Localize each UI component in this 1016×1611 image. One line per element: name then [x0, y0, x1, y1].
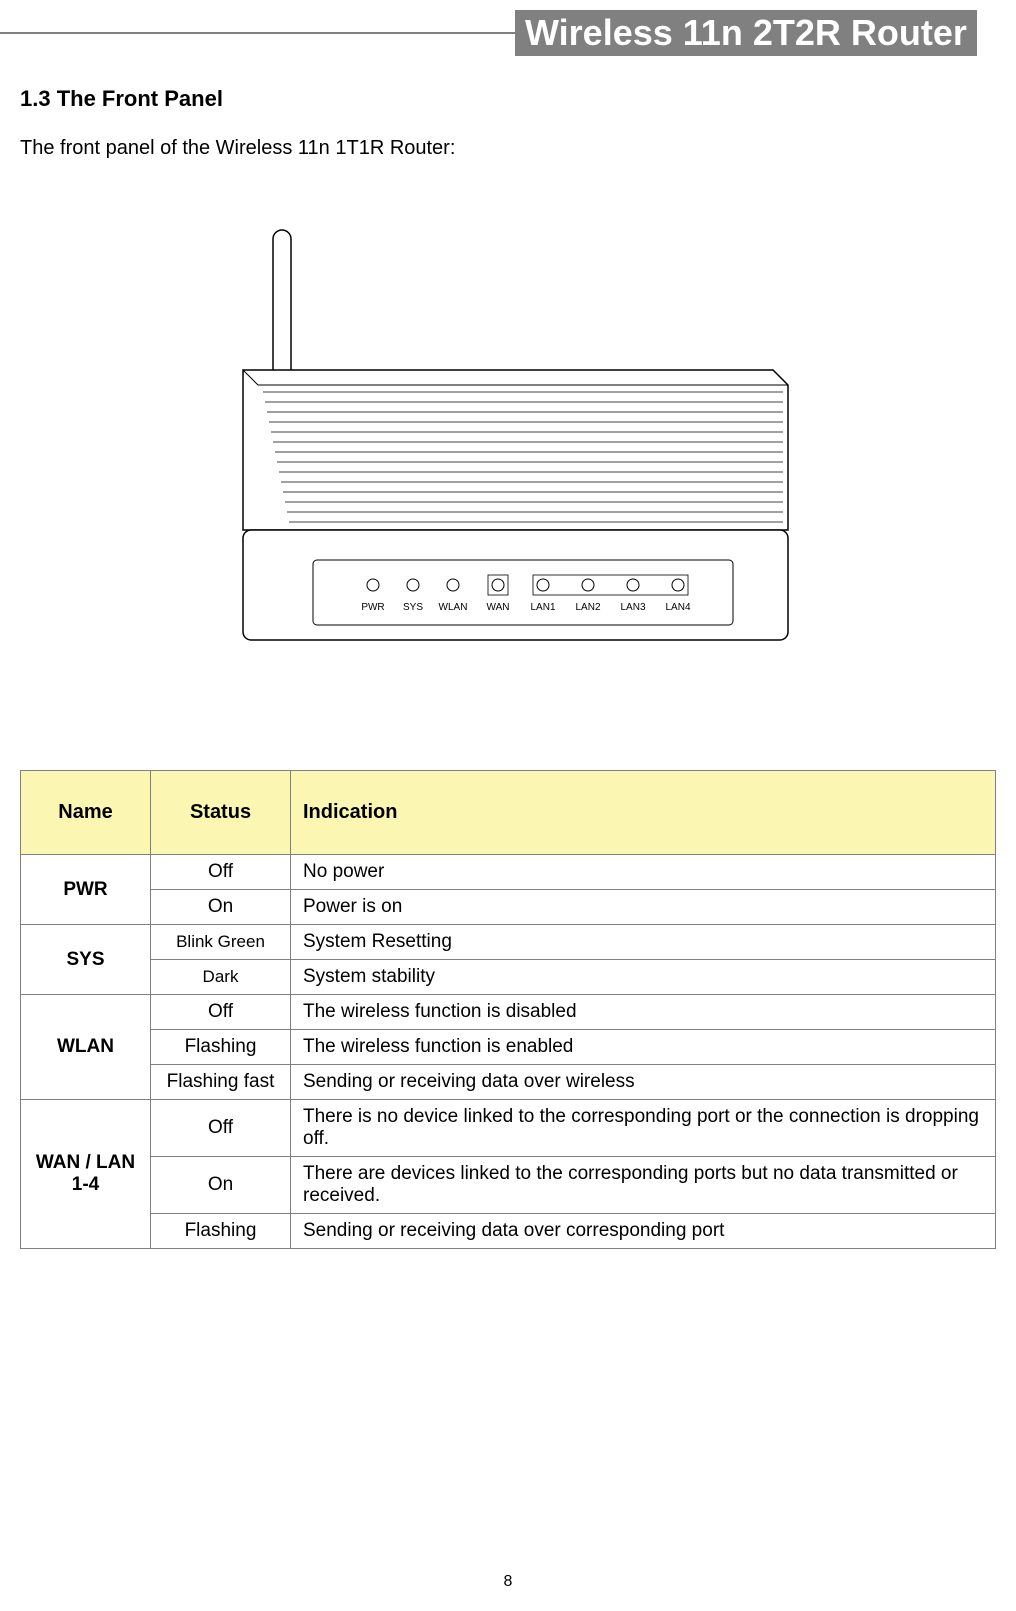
indication-cell: Sending or receiving data over correspon…	[291, 1214, 996, 1249]
status-cell: Off	[151, 855, 291, 890]
table-row: SYS Blink Green System Resetting	[21, 925, 996, 960]
header-title: Wireless 11n 2T2R Router	[515, 10, 977, 56]
table-row: WAN / LAN 1-4 Off There is no device lin…	[21, 1100, 996, 1157]
led-indicator-table: Name Status Indication PWR Off No power …	[20, 770, 996, 1249]
indication-cell: System stability	[291, 960, 996, 995]
indication-cell: System Resetting	[291, 925, 996, 960]
page-content: 1.3 The Front Panel The front panel of t…	[0, 86, 1016, 1249]
header-line-left	[0, 32, 515, 34]
led-label-lan2: LAN2	[575, 602, 600, 613]
col-header-name: Name	[21, 771, 151, 855]
table-row: Dark System stability	[21, 960, 996, 995]
indication-cell: There are devices linked to the correspo…	[291, 1157, 996, 1214]
indication-cell: Sending or receiving data over wireless	[291, 1065, 996, 1100]
router-diagram-svg: PWR SYS WLAN WAN LAN1 LAN2 LAN3 LAN4	[213, 220, 803, 680]
status-cell: Off	[151, 1100, 291, 1157]
table-row: On Power is on	[21, 890, 996, 925]
name-cell-sys: SYS	[21, 925, 151, 995]
led-label-lan4: LAN4	[665, 602, 690, 613]
page-number: 8	[0, 1573, 1016, 1591]
page-header: Wireless 11n 2T2R Router	[0, 10, 1016, 56]
section-heading: 1.3 The Front Panel	[20, 86, 996, 112]
indication-cell: The wireless function is enabled	[291, 1030, 996, 1065]
col-header-indication: Indication	[291, 771, 996, 855]
indication-cell: Power is on	[291, 890, 996, 925]
indication-cell: The wireless function is disabled	[291, 995, 996, 1030]
led-label-pwr: PWR	[361, 602, 384, 613]
indication-cell: No power	[291, 855, 996, 890]
table-row: Flashing The wireless function is enable…	[21, 1030, 996, 1065]
status-cell: Off	[151, 995, 291, 1030]
status-cell: Blink Green	[151, 925, 291, 960]
indication-cell: There is no device linked to the corresp…	[291, 1100, 996, 1157]
status-cell: Flashing fast	[151, 1065, 291, 1100]
status-cell: On	[151, 1157, 291, 1214]
status-cell: On	[151, 890, 291, 925]
status-cell: Dark	[151, 960, 291, 995]
led-label-wan: WAN	[487, 602, 510, 613]
led-label-wlan: WLAN	[439, 602, 468, 613]
table-row: WLAN Off The wireless function is disabl…	[21, 995, 996, 1030]
router-front-panel-figure: PWR SYS WLAN WAN LAN1 LAN2 LAN3 LAN4	[20, 220, 996, 680]
led-label-lan3: LAN3	[620, 602, 645, 613]
status-cell: Flashing	[151, 1214, 291, 1249]
table-row: PWR Off No power	[21, 855, 996, 890]
table-row: Flashing fast Sending or receiving data …	[21, 1065, 996, 1100]
name-cell-wlan: WLAN	[21, 995, 151, 1100]
led-label-lan1: LAN1	[530, 602, 555, 613]
name-cell-wan-lan: WAN / LAN 1-4	[21, 1100, 151, 1249]
table-row: Flashing Sending or receiving data over …	[21, 1214, 996, 1249]
table-header-row: Name Status Indication	[21, 771, 996, 855]
intro-text: The front panel of the Wireless 11n 1T1R…	[20, 137, 996, 160]
col-header-status: Status	[151, 771, 291, 855]
name-cell-pwr: PWR	[21, 855, 151, 925]
led-label-sys: SYS	[403, 602, 423, 613]
table-row: On There are devices linked to the corre…	[21, 1157, 996, 1214]
status-cell: Flashing	[151, 1030, 291, 1065]
